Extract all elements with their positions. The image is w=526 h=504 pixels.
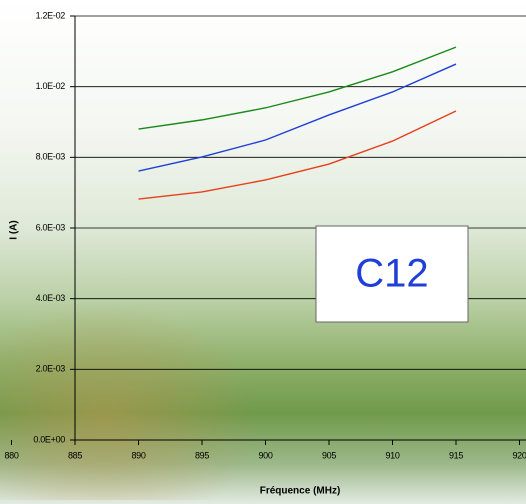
x-tick-label: 915 xyxy=(449,450,463,460)
x-tick-label: 920 xyxy=(512,450,526,460)
x-axis-title: Fréquence (MHz) xyxy=(260,486,341,497)
series-line xyxy=(139,111,457,199)
x-tick-label: 890 xyxy=(131,450,145,460)
x-tick-label: 910 xyxy=(385,450,399,460)
series-line xyxy=(139,64,457,171)
x-tick-label: 880 xyxy=(4,450,18,460)
y-tick-label: 4.0E-03 xyxy=(36,293,66,303)
y-axis-title: I (A) xyxy=(9,220,20,239)
y-tick-label: 2.0E-03 xyxy=(36,364,66,374)
x-tick-label: 885 xyxy=(68,450,82,460)
annotation: C12 xyxy=(355,252,428,296)
series-line xyxy=(139,47,457,129)
x-tick-label: 905 xyxy=(322,450,336,460)
screen: I (A) Fréquence (MHz) 0.0E+00 2.0E-03 4.0E… xyxy=(0,0,526,504)
y-tick-label: 0.0E+00 xyxy=(33,434,65,444)
x-tick-label: 900 xyxy=(258,450,272,460)
x-tick-label: 895 xyxy=(195,450,209,460)
y-tick-label: 6.0E-03 xyxy=(36,222,66,232)
y-tick-label: 8.0E-03 xyxy=(36,152,66,162)
y-tick-label: 1.2E-02 xyxy=(36,10,66,20)
chart: I (A) Fréquence (MHz) 0.0E+00 2.0E-03 4.0E… xyxy=(0,0,526,504)
y-tick-label: 1.0E-02 xyxy=(36,81,66,91)
